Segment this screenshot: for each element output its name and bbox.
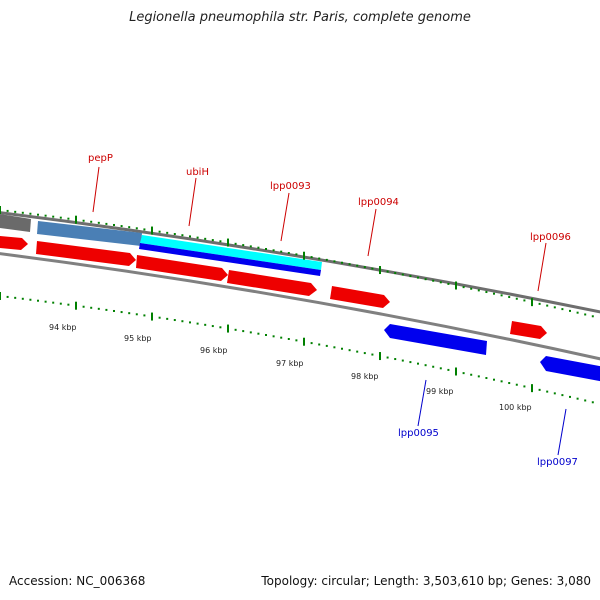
gene-block-ubiH-highlight xyxy=(140,235,322,270)
gene-arrow-forward-6 xyxy=(510,321,547,339)
accession-text: Accession: NC_006368 xyxy=(9,574,146,588)
leader-pepP xyxy=(92,166,100,213)
kbp-label-96: 96 kbp xyxy=(200,346,228,355)
gene-arrow-reverse-2 xyxy=(540,356,600,382)
leader-lpp0097 xyxy=(557,408,567,456)
gene-block-ubiH-dark xyxy=(139,243,321,276)
gene-arrow-forward-5 xyxy=(330,286,390,308)
gene-arrow-forward-2 xyxy=(36,241,136,266)
gene-label-lpp0095: lpp0095 xyxy=(398,428,439,439)
genome-summary-text: Topology: circular; Length: 3,503,610 bp… xyxy=(261,574,591,588)
genome-title: Legionella pneumophila str. Paris, compl… xyxy=(129,10,471,25)
kbp-label-98: 98 kbp xyxy=(351,372,379,381)
leader-lpp0095 xyxy=(417,379,427,427)
gene-block-grey xyxy=(0,214,31,232)
gene-arrow-forward-3 xyxy=(136,255,228,281)
gene-label-lpp0096: lpp0096 xyxy=(530,232,571,243)
gene-arrow-forward-1 xyxy=(0,236,28,250)
gene-label-lpp0097: lpp0097 xyxy=(537,457,578,468)
gene-arrow-forward-4 xyxy=(227,270,317,296)
tick-track-lower xyxy=(0,292,594,404)
gene-label-lpp0093: lpp0093 xyxy=(270,181,311,192)
kbp-label-99: 99 kbp xyxy=(426,387,454,396)
gene-label-pepP: pepP xyxy=(88,153,113,164)
leader-ubiH xyxy=(188,177,197,227)
leader-lpp0093 xyxy=(280,192,290,242)
leader-lpp0096 xyxy=(537,242,547,292)
backbone-lower xyxy=(0,252,600,361)
kbp-label-97: 97 kbp xyxy=(276,359,304,368)
kbp-label-100: 100 kbp xyxy=(499,403,532,412)
leader-lpp0094 xyxy=(367,208,377,257)
kbp-label-95: 95 kbp xyxy=(124,334,152,343)
gene-block-pepP-highlight xyxy=(37,221,142,246)
gene-label-ubiH: ubiH xyxy=(186,167,209,178)
kbp-label-94: 94 kbp xyxy=(49,323,77,332)
gene-arrow-reverse-1 xyxy=(384,324,487,355)
tick-track-upper xyxy=(0,206,594,318)
gene-label-lpp0094: lpp0094 xyxy=(358,197,399,208)
